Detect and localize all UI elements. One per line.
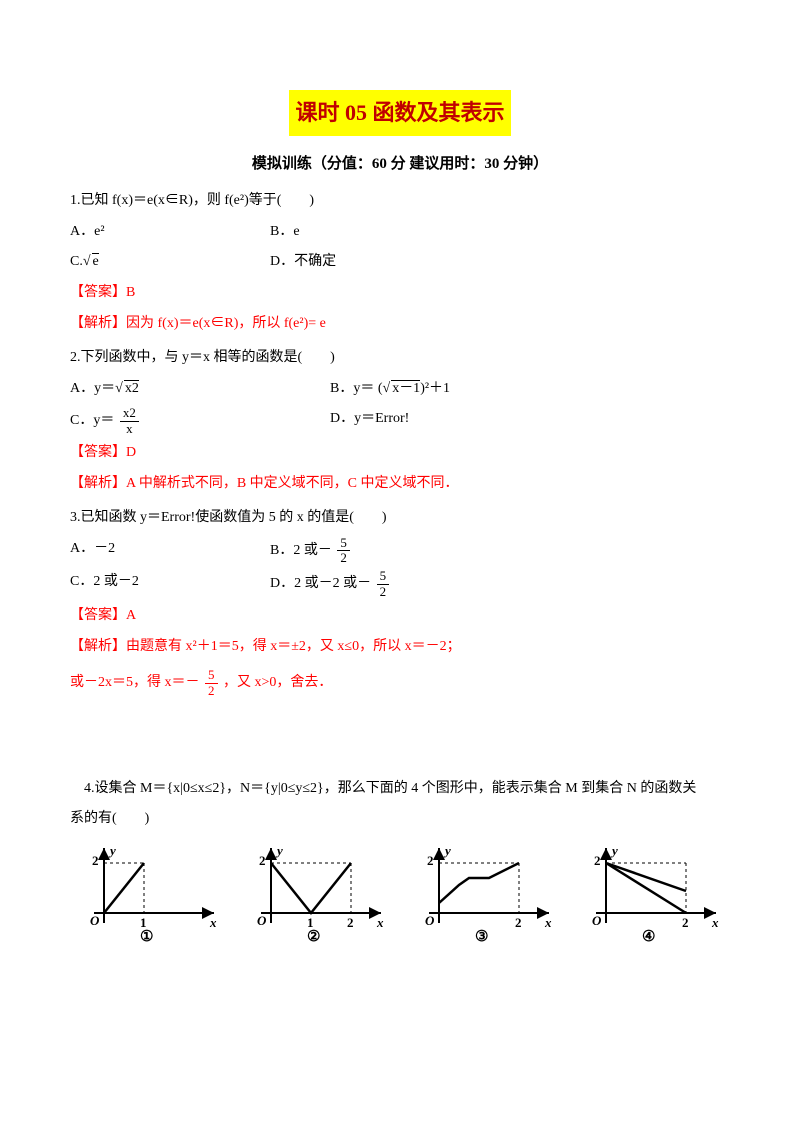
q3-opt-d-pre: D．2 或－2 或－ — [270, 576, 371, 591]
q3-answer: 【答案】A — [70, 603, 730, 630]
svg-text:O: O — [425, 913, 435, 928]
q2-opt-b-suf: )²＋1 — [420, 381, 450, 396]
svg-text:x: x — [544, 915, 552, 930]
q4-stem-1: 4.设集合 M＝{x|0≤x≤2}，N＝{y|0≤y≤2}，那么下面的 4 个图… — [70, 776, 730, 803]
svg-text:④: ④ — [642, 929, 655, 943]
q1-explanation: 【解析】因为 f(x)＝e(x∈R)，所以 f(e²)= e — [70, 311, 730, 338]
q3-opt-d-num: 5 — [377, 569, 390, 584]
diagram-1-svg: 2 O 1 x y ① — [74, 843, 224, 943]
q1-row-ab: A．e² B．e — [70, 219, 730, 246]
diagram-2: 2 O 1 2 x y ② — [241, 843, 391, 943]
q1-opt-c-rad: e — [92, 253, 99, 269]
q2-opt-d-text: D．y＝Error! — [330, 411, 409, 426]
q2-opt-b-rad: x－1 — [391, 380, 420, 396]
q2-opt-c-den: x — [120, 422, 139, 436]
q2-opt-a-rad: x2 — [124, 380, 139, 396]
q4-diagrams: 2 O 1 x y ① 2 O 1 2 x y ② — [70, 843, 730, 943]
q3-exp2-den: 2 — [205, 684, 218, 698]
q3-row-cd: C．2 或－2 D．2 或－2 或－ 5 2 — [70, 569, 730, 599]
q3-opt-d-den: 2 — [377, 585, 390, 599]
diagram-3: 2 O 2 x y ③ — [409, 843, 559, 943]
q4-stem-2: 系的有( ) — [70, 806, 730, 833]
svg-text:O: O — [592, 913, 602, 928]
q3-exp2-suf: ，又 x>0，舍去． — [223, 675, 332, 690]
svg-text:O: O — [90, 913, 100, 928]
svg-text:2: 2 — [682, 915, 689, 930]
q2-opt-c-num: x2 — [120, 406, 139, 421]
radical-icon — [115, 381, 123, 396]
svg-text:O: O — [257, 913, 267, 928]
q1-opt-c-pre: C. — [70, 254, 83, 269]
radical-icon — [83, 254, 91, 269]
q1-opt-c: C. e — [70, 249, 270, 276]
q3-opt-d-frac: 5 2 — [377, 569, 390, 599]
q3-opt-b-den: 2 — [337, 551, 350, 565]
svg-text:y: y — [443, 843, 451, 858]
svg-text:x: x — [209, 915, 217, 930]
svg-text:y: y — [108, 843, 116, 858]
q3-opt-b-frac: 5 2 — [337, 536, 350, 566]
q1-row-cd: C. e D．不确定 — [70, 249, 730, 276]
spacer — [70, 706, 730, 776]
svg-text:③: ③ — [475, 929, 488, 943]
q1-answer: 【答案】B — [70, 280, 730, 307]
title-wrap: 课时 05 函数及其表示 — [70, 90, 730, 150]
q2-explanation: 【解析】A 中解析式不同，B 中定义域不同，C 中定义域不同． — [70, 471, 730, 498]
q2-opt-c-frac: x2 x — [120, 406, 139, 436]
q2-row-ab: A．y＝ x2 B．y＝ ( x－1)²＋1 — [70, 376, 730, 403]
diagram-2-svg: 2 O 1 2 x y ② — [241, 843, 391, 943]
svg-text:2: 2 — [259, 853, 266, 868]
svg-text:2: 2 — [347, 915, 354, 930]
q3-explanation-1: 【解析】由题意有 x²＋1＝5，得 x＝±2，又 x≤0，所以 x＝－2； — [70, 634, 730, 661]
diagram-4-svg: 2 O 2 x y ④ — [576, 843, 726, 943]
svg-text:①: ① — [140, 929, 153, 943]
q2-stem: 2.下列函数中，与 y＝x 相等的函数是( ) — [70, 345, 730, 372]
q1-opt-a: A．e² — [70, 219, 270, 246]
q2-row-cd: C．y＝ x2 x D．y＝Error! — [70, 406, 730, 436]
diagram-1: 2 O 1 x y ① — [74, 843, 224, 943]
radical-icon — [383, 381, 391, 396]
q3-exp2-num: 5 — [205, 668, 218, 683]
q2-answer: 【答案】D — [70, 440, 730, 467]
q3-row-ab: A．－2 B．2 或－ 5 2 — [70, 536, 730, 566]
svg-text:y: y — [275, 843, 283, 858]
svg-text:x: x — [376, 915, 384, 930]
q2-opt-d: D．y＝Error! — [330, 406, 409, 436]
page-subtitle: 模拟训练（分值：60 分 建议用时：30 分钟） — [70, 150, 730, 179]
q2-opt-c-pre: C．y＝ — [70, 413, 114, 428]
svg-text:2: 2 — [427, 853, 434, 868]
q3-opt-b-num: 5 — [337, 536, 350, 551]
q3-exp2-pre: 或－2x＝5，得 x＝－ — [70, 675, 200, 690]
q2-opt-a: A．y＝ x2 — [70, 376, 330, 403]
q2-opt-a-pre: A．y＝ — [70, 381, 115, 396]
svg-text:1: 1 — [140, 915, 147, 930]
q3-opt-c: C．2 或－2 — [70, 569, 270, 599]
page-title: 课时 05 函数及其表示 — [289, 90, 510, 136]
svg-text:2: 2 — [594, 853, 601, 868]
q1-opt-d: D．不确定 — [270, 249, 530, 276]
svg-text:y: y — [610, 843, 618, 858]
svg-text:1: 1 — [307, 915, 314, 930]
q3-opt-b: B．2 或－ 5 2 — [270, 536, 352, 566]
svg-text:2: 2 — [515, 915, 522, 930]
q3-opt-a: A．－2 — [70, 536, 270, 566]
q3-opt-b-pre: B．2 或－ — [270, 543, 332, 558]
q3-stem: 3.已知函数 y＝Error!使函数值为 5 的 x 的值是( ) — [70, 505, 730, 532]
q2-opt-c: C．y＝ x2 x — [70, 406, 330, 436]
diagram-4: 2 O 2 x y ④ — [576, 843, 726, 943]
q1-stem: 1.已知 f(x)＝e(x∈R)，则 f(e²)等于( ) — [70, 188, 730, 215]
diagram-3-svg: 2 O 2 x y ③ — [409, 843, 559, 943]
q3-opt-d: D．2 或－2 或－ 5 2 — [270, 569, 391, 599]
svg-text:2: 2 — [92, 853, 99, 868]
q1-opt-b: B．e — [270, 219, 530, 246]
svg-text:②: ② — [307, 929, 320, 943]
q2-opt-b-pre: B．y＝ ( — [330, 381, 383, 396]
svg-text:x: x — [711, 915, 719, 930]
q3-exp2-frac: 5 2 — [205, 668, 218, 698]
q3-explanation-2: 或－2x＝5，得 x＝－ 5 2 ，又 x>0，舍去． — [70, 668, 730, 698]
q2-opt-b: B．y＝ ( x－1)²＋1 — [330, 376, 450, 403]
